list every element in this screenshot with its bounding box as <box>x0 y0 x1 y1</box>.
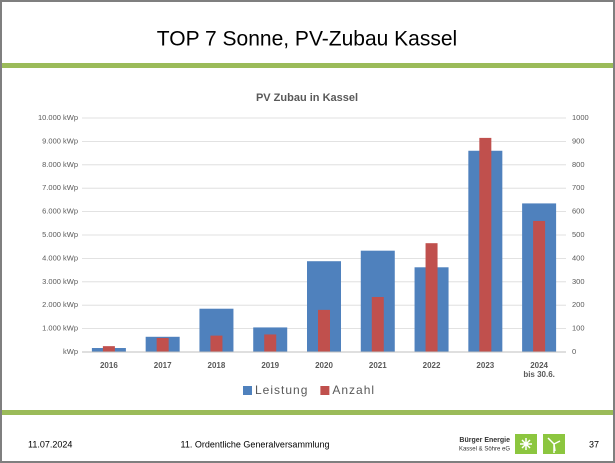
bar <box>210 335 223 352</box>
y2-tick-label: 400 <box>572 253 585 262</box>
x-tick-label: 2017 <box>154 361 172 370</box>
bar <box>371 297 384 352</box>
y2-tick-label: 700 <box>572 183 585 192</box>
y2-tick-label: 200 <box>572 300 585 309</box>
y2-tick-label: 800 <box>572 160 585 169</box>
bar <box>533 220 546 352</box>
logo-sun <box>520 438 532 450</box>
bar <box>102 346 115 352</box>
chart-title: PV Zubau in Kassel <box>256 92 358 104</box>
footer-rule <box>2 410 613 415</box>
page-number: 37 <box>589 439 599 449</box>
y2-tick-label: 0 <box>572 347 576 356</box>
x-tick-label: 2020 <box>315 361 333 370</box>
x-tick-label: 2018 <box>208 361 226 370</box>
logo-text: Bürger Energie <box>459 437 510 444</box>
bar <box>318 309 330 352</box>
y-tick-label: 9.000 kWp <box>42 136 78 145</box>
bar <box>425 243 438 352</box>
y-tick-label: 5.000 kWp <box>42 230 78 239</box>
y-tick-label: kWp <box>63 347 78 356</box>
x-tick-label: 2022 <box>423 361 441 370</box>
y-tick-label: 3.000 kWp <box>42 277 78 286</box>
y-tick-label: 1.000 kWp <box>42 324 78 333</box>
y2-tick-label: 500 <box>572 230 585 239</box>
x-tick-label: 2023 <box>476 361 494 370</box>
y-tick-label: 6.000 kWp <box>42 207 78 216</box>
bar <box>479 137 492 352</box>
bar <box>264 334 277 352</box>
legend-label: Leistung <box>255 383 308 397</box>
x-tick-label: 2024 bis 30.6. <box>523 361 555 379</box>
y2-tick-label: 600 <box>572 207 585 216</box>
y-tick-label: 7.000 kWp <box>42 183 78 192</box>
y-tick-label: 8.000 kWp <box>42 160 78 169</box>
y2-tick-label: 900 <box>572 136 585 145</box>
footer-event: 11. Ordentliche Generalversammlung <box>181 439 330 449</box>
bar <box>156 337 169 352</box>
legend-label: Anzahl <box>332 383 375 397</box>
y-tick-label: 4.000 kWp <box>42 253 78 262</box>
y2-tick-label: 1000 <box>572 113 589 122</box>
legend-swatch <box>243 386 252 395</box>
y-tick-label: 2.000 kWp <box>42 300 78 309</box>
y2-tick-label: 300 <box>572 277 585 286</box>
slide-title: TOP 7 Sonne, PV-Zubau Kassel <box>157 28 457 51</box>
header-rule <box>2 63 613 68</box>
x-tick-label: 2016 <box>100 361 118 370</box>
logo-text: Kassel & Söhre eG <box>459 447 510 453</box>
x-tick-label: 2021 <box>369 361 387 370</box>
x-tick-label: 2019 <box>261 361 279 370</box>
y-tick-label: 10.000 kWp <box>38 113 78 122</box>
legend-swatch <box>320 386 330 395</box>
footer-date: 11.07.2024 <box>28 439 72 449</box>
logo-wind <box>547 437 561 453</box>
y2-tick-label: 100 <box>572 324 585 333</box>
